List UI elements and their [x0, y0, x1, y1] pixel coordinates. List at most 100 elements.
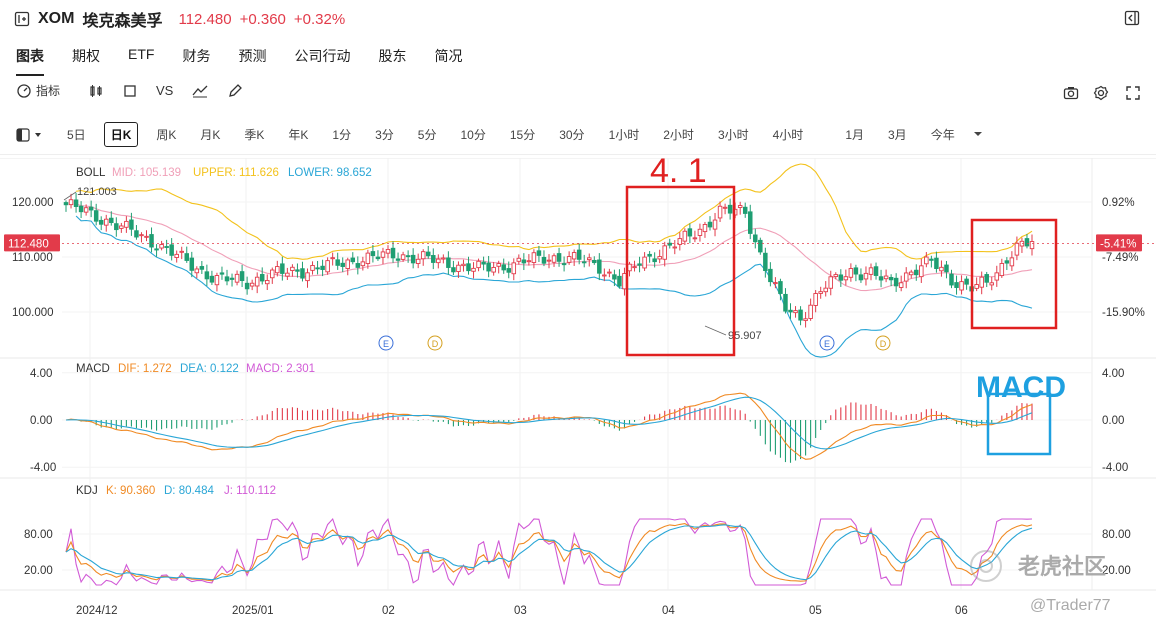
candle [119, 222, 124, 233]
candle [164, 239, 169, 254]
watermark-user: @Trader77 [1030, 597, 1111, 614]
period-15[interactable]: 4小时 [772, 128, 804, 142]
candle [491, 261, 496, 276]
candle [174, 250, 179, 263]
period-4[interactable]: 季K [244, 128, 265, 142]
candle [818, 286, 823, 299]
tab-chart[interactable]: 图表 [16, 46, 44, 76]
kdj-label: KDJ [76, 485, 98, 497]
candle [984, 271, 989, 288]
candle [73, 192, 79, 213]
candle [602, 268, 607, 282]
candle [612, 269, 617, 287]
candle [446, 251, 451, 275]
draw-button[interactable] [227, 83, 243, 99]
candle [853, 264, 859, 282]
dividend-event-marker[interactable]: D [427, 335, 443, 351]
gear-icon[interactable] [1093, 85, 1109, 101]
candle [622, 267, 627, 296]
tab-shareholders[interactable]: 股东 [378, 48, 407, 64]
period-10[interactable]: 15分 [509, 128, 536, 142]
period-12[interactable]: 1小时 [608, 128, 640, 142]
tab-profile[interactable]: 简况 [434, 48, 463, 64]
candle [179, 246, 184, 260]
tab-forecast[interactable]: 预测 [238, 48, 267, 64]
indicator-button[interactable]: 指标 [16, 82, 60, 99]
period-16[interactable]: 1月 [845, 128, 864, 142]
candle [551, 253, 557, 267]
candle [189, 251, 195, 278]
candle [949, 269, 954, 289]
period-17[interactable]: 3月 [888, 128, 907, 142]
pct-axis-label: 0.92% [1102, 197, 1135, 209]
tab-corporate-actions[interactable]: 公司行动 [294, 48, 351, 64]
candle [415, 253, 421, 269]
layout-icon[interactable] [16, 127, 43, 142]
period-2[interactable]: 周K [156, 128, 177, 142]
candle [169, 238, 174, 261]
time-axis-label: 06 [955, 605, 968, 617]
period-0[interactable]: 5日 [67, 128, 86, 142]
macd-dea-value: DEA: 0.122 [180, 363, 239, 375]
candle [657, 249, 662, 264]
period-1[interactable]: 日K [103, 122, 139, 147]
candle [727, 198, 733, 220]
macd-axis-label-right: 0.00 [1102, 415, 1124, 427]
period-9[interactable]: 10分 [460, 128, 486, 142]
kdj-axis-label: 80.00 [24, 529, 53, 541]
tab-etf[interactable]: ETF [128, 46, 155, 62]
stock-symbol: XOM [38, 10, 75, 27]
candle [63, 200, 69, 212]
period-13[interactable]: 2小时 [663, 128, 694, 142]
candle [556, 247, 562, 267]
candle [305, 268, 310, 288]
earnings-event-marker[interactable]: E [819, 335, 835, 351]
period-18[interactable]: 今年 [930, 128, 955, 142]
shape-button[interactable] [122, 83, 138, 99]
trend-icon [192, 85, 208, 97]
dividend-event-marker[interactable]: D [875, 335, 891, 351]
camera-icon[interactable] [1063, 85, 1079, 101]
compare-button[interactable]: VS [156, 83, 173, 98]
period-11[interactable]: 30分 [559, 128, 585, 142]
candle [249, 279, 255, 291]
candle [798, 306, 803, 326]
candle [129, 212, 134, 236]
candle [909, 269, 914, 279]
period-3[interactable]: 月K [200, 128, 221, 142]
chevron-down-icon[interactable] [973, 128, 983, 142]
candle [888, 274, 894, 287]
tab-financials[interactable]: 财务 [182, 48, 211, 64]
period-7[interactable]: 3分 [375, 128, 394, 142]
pct-tag [1096, 234, 1142, 252]
earnings-event-marker[interactable]: E [378, 335, 394, 351]
candle [868, 263, 874, 281]
watchlist-add-icon[interactable] [14, 11, 30, 27]
candle [768, 262, 773, 287]
candle [204, 264, 210, 286]
collapse-panel-icon[interactable] [1124, 10, 1140, 26]
candle [707, 216, 713, 231]
candle [1004, 257, 1010, 271]
annotation-label-macd: MACD [976, 371, 1066, 404]
candle [742, 202, 748, 218]
candle [471, 262, 476, 279]
candle [803, 312, 808, 328]
period-14[interactable]: 3小时 [717, 128, 749, 142]
candle-style-button[interactable] [88, 83, 104, 99]
period-8[interactable]: 5分 [417, 128, 437, 142]
period-6[interactable]: 1分 [332, 128, 352, 142]
period-5[interactable]: 年K [288, 128, 309, 142]
fullscreen-icon[interactable] [1125, 85, 1141, 101]
tab-options[interactable]: 期权 [72, 48, 100, 64]
time-axis-label: 05 [809, 605, 822, 617]
candle [964, 276, 969, 290]
candle [420, 249, 426, 266]
annotation-box-april [625, 185, 736, 357]
candle [878, 269, 884, 288]
main-tabs: 图表 期权 ETF 财务 预测 公司行动 股东 简况 [16, 46, 463, 76]
stock-chart[interactable]: BOLL MID: 105.139 UPPER: 111.626 LOWER: 98.… [0, 158, 1156, 628]
time-axis-label: 03 [514, 605, 527, 617]
candle [265, 274, 270, 290]
trend-button[interactable] [191, 83, 209, 99]
